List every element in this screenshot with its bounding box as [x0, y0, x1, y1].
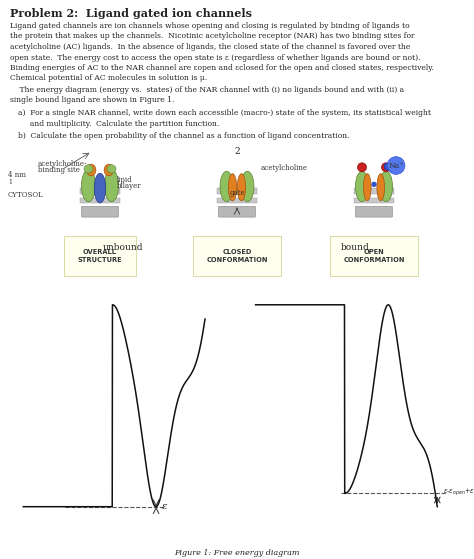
Text: binding site: binding site	[38, 167, 80, 174]
Ellipse shape	[94, 173, 106, 203]
Bar	[217, 198, 257, 203]
Text: ●: ●	[371, 180, 377, 188]
Text: Ligand gated channels are ion channels whose opening and closing is regulated by: Ligand gated channels are ion channels w…	[10, 22, 410, 30]
Bar	[80, 188, 120, 194]
Text: CLOSED
CONFORMATION: CLOSED CONFORMATION	[206, 249, 268, 263]
Text: OPEN
CONFORMATION: OPEN CONFORMATION	[343, 249, 405, 263]
Bar	[354, 188, 394, 194]
FancyBboxPatch shape	[356, 206, 392, 217]
Ellipse shape	[356, 171, 369, 202]
Circle shape	[384, 163, 391, 170]
Text: CYTOSOL: CYTOSOL	[8, 191, 44, 200]
Text: acetylcholine (AC) ligands.  In the absence of ligands, the closed state of the : acetylcholine (AC) ligands. In the absen…	[10, 43, 410, 51]
Ellipse shape	[237, 174, 246, 201]
Ellipse shape	[107, 165, 116, 173]
Text: Problem 2:  Ligand gated ion channels: Problem 2: Ligand gated ion channels	[10, 8, 252, 19]
Bar	[354, 198, 394, 203]
Text: Chemical potential of AC molecules in solution is μ.: Chemical potential of AC molecules in so…	[10, 74, 207, 83]
Text: gate: gate	[229, 189, 245, 197]
Ellipse shape	[82, 170, 96, 202]
Text: ε: ε	[162, 502, 167, 511]
Text: The energy diagram (energy vs.  states) of the NAR channel with (i) no ligands b: The energy diagram (energy vs. states) o…	[10, 86, 404, 94]
Text: Binding energies of AC to the NAR channel are εopen and εclosed for the open and: Binding energies of AC to the NAR channe…	[10, 64, 434, 72]
Text: unbound: unbound	[103, 243, 144, 252]
Text: open state.  The energy cost to access the open state is ε (regardless of whethe: open state. The energy cost to access th…	[10, 54, 420, 61]
Text: a)  For a single NAR channel, write down each accessible (macro-) state of the s: a) For a single NAR channel, write down …	[18, 109, 431, 117]
Text: single bound ligand are shown in Figure 1.: single bound ligand are shown in Figure …	[10, 97, 174, 105]
Bar	[217, 188, 257, 194]
Circle shape	[357, 163, 366, 172]
Text: 4 nm: 4 nm	[8, 171, 26, 179]
FancyBboxPatch shape	[82, 206, 118, 217]
Ellipse shape	[87, 164, 96, 176]
Ellipse shape	[380, 171, 392, 202]
Text: acetylcholine: acetylcholine	[261, 164, 308, 173]
Text: bilayer: bilayer	[117, 182, 141, 191]
Text: Figure 1: Free energy diagram: Figure 1: Free energy diagram	[174, 549, 300, 557]
Ellipse shape	[364, 174, 371, 201]
Ellipse shape	[241, 171, 254, 202]
Text: lipid: lipid	[117, 177, 132, 184]
Text: 2: 2	[234, 146, 240, 155]
Text: b)  Calculate the open probability of the channel as a function of ligand concen: b) Calculate the open probability of the…	[18, 132, 349, 140]
Ellipse shape	[228, 174, 237, 201]
Text: bound: bound	[341, 243, 370, 252]
Ellipse shape	[220, 171, 233, 202]
FancyBboxPatch shape	[219, 206, 255, 217]
Ellipse shape	[377, 174, 384, 201]
Text: Na⁺: Na⁺	[388, 162, 404, 169]
Ellipse shape	[84, 165, 93, 173]
Text: acetylcholine-: acetylcholine-	[38, 160, 87, 168]
Text: and multiplicity.  Calculate the partition function.: and multiplicity. Calculate the partitio…	[18, 120, 219, 127]
Bar	[80, 198, 120, 203]
Text: $\varepsilon$-$\varepsilon_{open}$+$\varepsilon_{closed}$: $\varepsilon$-$\varepsilon_{open}$+$\var…	[443, 486, 474, 498]
Ellipse shape	[104, 164, 113, 176]
Ellipse shape	[104, 170, 118, 202]
Text: ↕: ↕	[8, 178, 14, 186]
Circle shape	[382, 163, 391, 172]
Text: the protein that makes up the channels.  Nicotinic acetylcholine receptor (NAR) : the protein that makes up the channels. …	[10, 32, 414, 40]
Text: OVERALL
STRUCTURE: OVERALL STRUCTURE	[78, 249, 122, 263]
